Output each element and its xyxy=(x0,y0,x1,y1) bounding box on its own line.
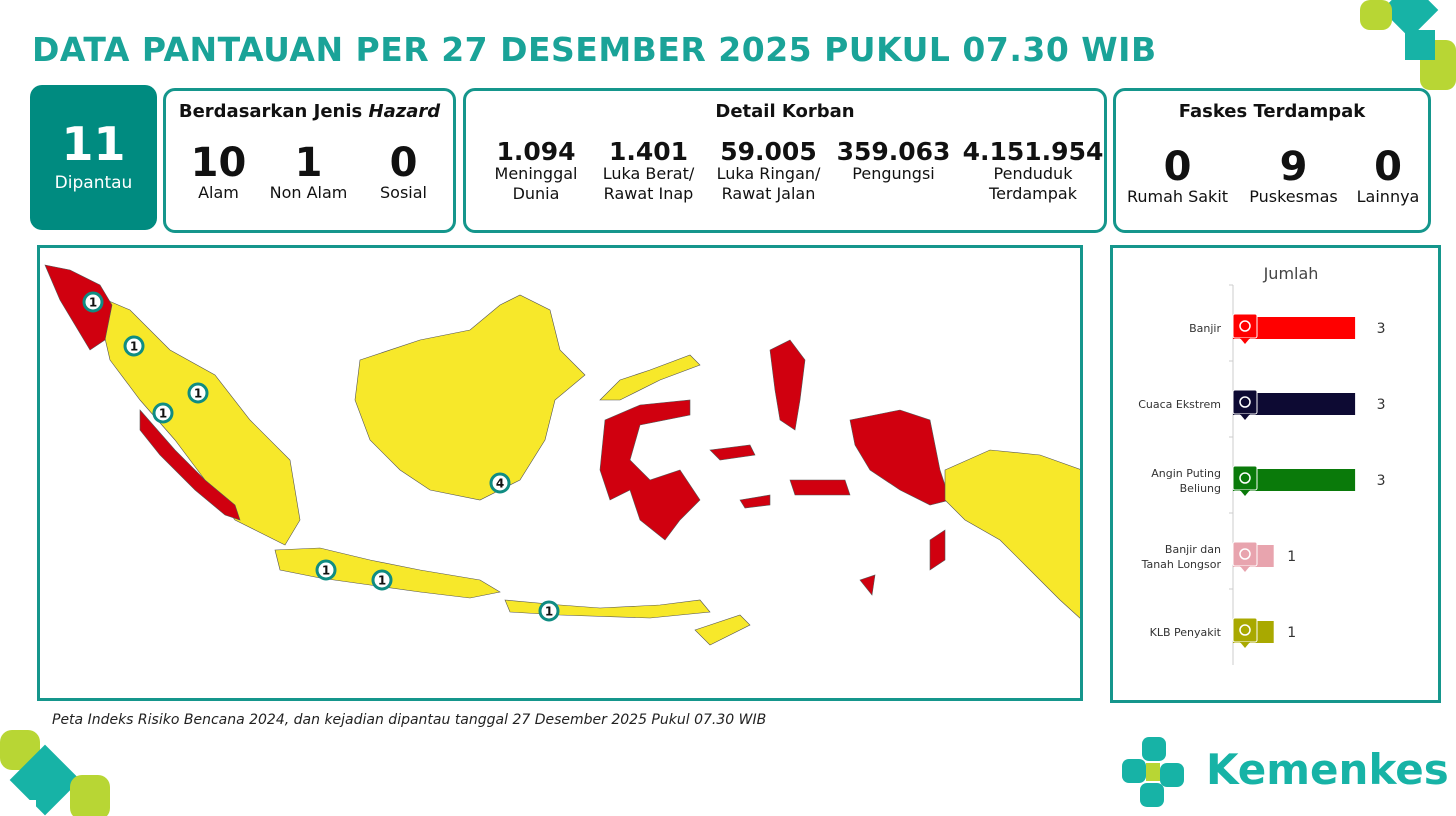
kemenkes-logo-icon xyxy=(1122,737,1184,807)
event-marker[interactable]: 1 xyxy=(152,402,174,424)
hazard-bar-chart: Jumlah Banjir 3 Cuaca Ekstrem 3 Angin Puting B… xyxy=(1138,264,1386,665)
faskes-title: Faskes Terdampak xyxy=(1178,101,1366,122)
halmahera xyxy=(769,339,806,431)
dipantau-card: 11 Dipantau xyxy=(30,85,157,230)
category-label: Cuaca Ekstrem xyxy=(1138,398,1221,411)
bar[interactable] xyxy=(1233,317,1356,339)
hazard-sosial: 0 Sosial xyxy=(380,140,427,202)
value-label: 3 xyxy=(1377,397,1386,413)
faskes-puskesmas: 9 Puskesmas xyxy=(1249,144,1338,206)
hazard-title-italic: Hazard xyxy=(368,101,441,122)
korban-card: Detail Korban 1.094 Meninggal Dunia 1.401 L… xyxy=(463,88,1107,233)
sulawesi xyxy=(599,399,701,541)
event-marker[interactable]: 1 xyxy=(187,382,209,404)
map-caption: Peta Indeks Risiko Bencana 2024, dan kej… xyxy=(52,712,767,728)
category-label: Angin Puting Beliung xyxy=(1151,467,1221,495)
faskes-lainnya: 0 Lainnya xyxy=(1356,144,1420,206)
value-label: 1 xyxy=(1287,549,1296,565)
event-marker[interactable]: 1 xyxy=(123,335,145,357)
event-marker[interactable]: 1 xyxy=(315,559,337,581)
page-title: DATA PANTAUAN PER 27 DESEMBER 2025 PUKUL… xyxy=(32,30,1157,69)
event-marker-count: 1 xyxy=(378,574,386,588)
tornado-icon xyxy=(1232,465,1258,496)
flood-icon xyxy=(1232,313,1258,344)
event-markers: 1 1 1 1 4 1 1 1 xyxy=(82,291,560,622)
korban-luka-ringan: 59.005 Luka Ringan/Rawat Jalan xyxy=(716,137,821,203)
category-label: Banjir dan Tanah Longsor xyxy=(1141,543,1222,571)
faskes-card: Faskes Terdampak 0 Rumah Sakit 9 Puskesmas… xyxy=(1113,88,1431,233)
event-marker-count: 4 xyxy=(496,477,504,491)
value-label: 3 xyxy=(1377,473,1386,489)
sumatra xyxy=(94,294,301,546)
dipantau-count: 11 xyxy=(61,117,126,171)
sulawesi-north xyxy=(599,354,701,401)
category-label: Banjir xyxy=(1189,322,1221,335)
timor xyxy=(694,614,751,646)
papua-west xyxy=(849,409,951,506)
hazard-chart-panel: Jumlah Banjir 3 Cuaca Ekstrem 3 Angin Puting B… xyxy=(1110,245,1441,703)
hazard-non-alam: 1 Non Alam xyxy=(269,140,348,202)
maluku xyxy=(709,444,851,509)
event-marker-count: 1 xyxy=(159,407,167,421)
hazard-title-text: Berdasarkan Jenis xyxy=(178,101,369,122)
value-label: 1 xyxy=(1287,625,1296,641)
faskes-rumah-sakit: 0 Rumah Sakit xyxy=(1126,144,1229,206)
category-label: KLB Penyakit xyxy=(1150,626,1222,639)
event-marker[interactable]: 1 xyxy=(82,291,104,313)
disease-icon xyxy=(1232,617,1258,648)
korban-meninggal: 1.094 Meninggal Dunia xyxy=(494,137,578,203)
event-marker[interactable]: 4 xyxy=(489,472,511,494)
korban-penduduk: 4.151.954 Penduduk Terdampak xyxy=(962,137,1104,203)
korban-title: Detail Korban xyxy=(715,101,855,122)
kemenkes-logo: Kemenkes xyxy=(1120,735,1449,810)
extreme-weather-icon xyxy=(1232,389,1258,420)
value-label: 3 xyxy=(1377,321,1386,337)
chart-title: Jumlah xyxy=(1263,264,1319,283)
hazard-title: Berdasarkan Jenis Hazard xyxy=(166,101,453,122)
kemenkes-logo-text: Kemenkes xyxy=(1206,745,1449,794)
aceh xyxy=(44,264,113,351)
aru xyxy=(859,529,946,596)
bar[interactable] xyxy=(1233,393,1356,415)
kalimantan xyxy=(354,294,586,501)
korban-pengungsi: 359.063 Pengungsi xyxy=(836,137,951,183)
korban-luka-berat: 1.401 Luka Berat/Rawat Inap xyxy=(602,137,695,203)
event-marker-count: 1 xyxy=(322,564,330,578)
event-marker[interactable]: 1 xyxy=(371,569,393,591)
corner-decoration-icon xyxy=(1360,0,1456,90)
event-marker[interactable]: 1 xyxy=(538,600,560,622)
dipantau-label: Dipantau xyxy=(54,173,133,193)
risk-map: 1 1 1 1 4 1 1 1 xyxy=(37,245,1083,701)
event-marker-count: 1 xyxy=(194,387,202,401)
indonesia-map: 1 1 1 1 4 1 1 1 xyxy=(44,264,1080,646)
sumatra-west-coast xyxy=(139,409,241,521)
corner-decoration-icon xyxy=(0,730,110,816)
hazard-alam: 10 Alam xyxy=(190,140,247,202)
bar[interactable] xyxy=(1233,469,1356,491)
landslide-icon xyxy=(1232,541,1258,572)
nusa-tenggara xyxy=(504,599,711,619)
event-marker-count: 1 xyxy=(545,605,553,619)
hazard-card: Berdasarkan Jenis Hazard 10 Alam 1 Non Ala… xyxy=(163,88,456,233)
papua-east xyxy=(944,449,1080,619)
event-marker-count: 1 xyxy=(89,296,97,310)
event-marker-count: 1 xyxy=(130,340,138,354)
